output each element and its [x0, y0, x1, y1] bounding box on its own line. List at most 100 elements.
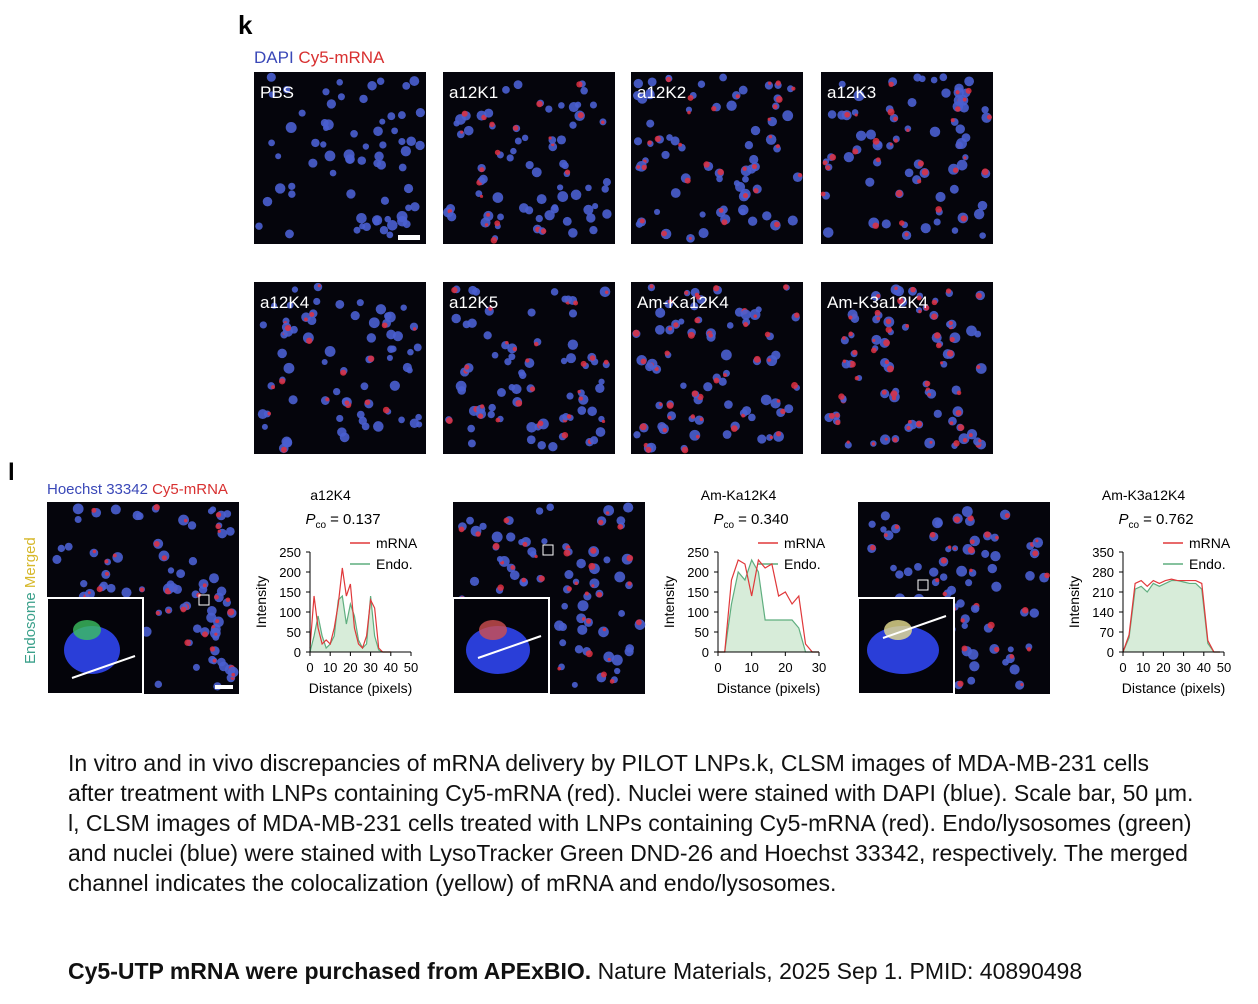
mrna-spot: [304, 317, 308, 322]
nucleus: [525, 160, 534, 170]
nucleus: [337, 93, 345, 101]
mrna-spot: [605, 511, 610, 515]
mrna-spot: [573, 300, 579, 306]
mrna-spot: [576, 81, 583, 88]
mrna-spot: [774, 221, 780, 228]
x-tick-label: 20: [778, 660, 792, 675]
nucleus: [320, 141, 327, 148]
legend: DAPI Cy5-mRNA: [254, 48, 385, 67]
inset-spot: [479, 620, 507, 640]
nucleus: [168, 582, 178, 593]
legend: Hoechst 33342 Cy5-mRNA: [47, 481, 228, 498]
nucleus: [362, 143, 370, 150]
nucleus: [967, 676, 976, 685]
mrna-spot: [580, 360, 587, 367]
nucleus: [545, 105, 553, 113]
mrna-spot: [950, 118, 955, 123]
mrna-spot: [691, 390, 699, 397]
mrna-spot: [566, 414, 572, 419]
mrna-spot: [969, 568, 973, 573]
nucleus: [568, 102, 579, 113]
mrna-spot: [876, 293, 881, 299]
image-bg: [254, 282, 426, 454]
mrna-spot: [791, 382, 798, 389]
mrna-spot: [591, 584, 595, 588]
mrna-spot: [945, 288, 952, 294]
mrna-spot: [916, 295, 922, 301]
legend-label: mRNA: [1189, 535, 1231, 551]
nucleus: [574, 645, 584, 654]
nucleus: [738, 204, 749, 216]
mrna-spot: [965, 87, 972, 94]
mrna-spot: [842, 359, 847, 363]
nucleus: [535, 507, 544, 515]
nucleus: [718, 377, 727, 386]
mrna-spot: [906, 425, 911, 431]
nucleus: [311, 138, 320, 148]
nucleus: [508, 353, 516, 361]
nucleus: [703, 382, 713, 392]
inset-cell: [64, 626, 120, 674]
nucleus: [646, 119, 655, 128]
nucleus: [324, 150, 336, 162]
nucleus: [566, 353, 577, 364]
nucleus: [973, 208, 985, 220]
nucleus: [359, 94, 368, 104]
nucleus: [546, 503, 554, 512]
mrna-spot: [548, 136, 552, 140]
mrna-spot: [741, 413, 746, 418]
mrna-spot: [713, 285, 720, 292]
mrna-spot: [764, 331, 771, 338]
nucleus: [282, 85, 291, 94]
mrna-spot: [512, 346, 517, 352]
mrna-spot: [874, 309, 881, 316]
nucleus: [748, 413, 756, 422]
nucleus: [735, 181, 746, 192]
nucleus: [787, 215, 798, 226]
mrna-spot: [647, 140, 652, 145]
nucleus: [941, 88, 951, 98]
mrna-spot: [872, 137, 880, 145]
nucleus: [396, 211, 408, 223]
mrna-spot: [636, 165, 641, 169]
nucleus: [178, 514, 190, 526]
nucleus: [400, 304, 407, 311]
area: [718, 560, 819, 652]
mrna-spot: [904, 232, 909, 237]
mrna-spot: [994, 646, 1000, 653]
mrna-spot: [659, 402, 663, 407]
mrna-spot: [460, 130, 464, 134]
nucleus: [750, 125, 761, 136]
x-tick-label: 30: [363, 660, 377, 675]
nucleus: [853, 90, 865, 102]
nucleus: [357, 156, 367, 165]
image-label: a12K5: [449, 293, 498, 312]
legend-label: Endo.: [784, 556, 821, 572]
nucleus: [742, 406, 752, 416]
nucleus: [386, 231, 394, 239]
mrna-spot: [344, 400, 350, 406]
nucleus: [951, 227, 959, 234]
nucleus: [599, 286, 611, 298]
mrna-spot: [848, 331, 853, 337]
y-tick-label: 150: [279, 585, 301, 600]
nucleus: [566, 392, 574, 400]
mrna-spot: [718, 208, 724, 213]
nucleus: [268, 91, 276, 98]
nucleus: [457, 386, 467, 395]
nucleus: [740, 165, 752, 177]
nucleus: [526, 435, 536, 445]
y-label: Intensity: [1066, 576, 1082, 628]
mrna-spot: [929, 440, 933, 444]
mrna-spot: [564, 169, 571, 175]
x-tick-label: 0: [306, 660, 313, 675]
nucleus: [336, 414, 344, 423]
nucleus: [598, 626, 609, 638]
nucleus: [589, 225, 598, 235]
nucleus: [379, 226, 389, 235]
nucleus: [784, 404, 794, 414]
mrna-spot: [161, 555, 167, 561]
nucleus: [633, 431, 641, 439]
nucleus: [1032, 537, 1044, 548]
mrna-spot: [783, 284, 789, 290]
